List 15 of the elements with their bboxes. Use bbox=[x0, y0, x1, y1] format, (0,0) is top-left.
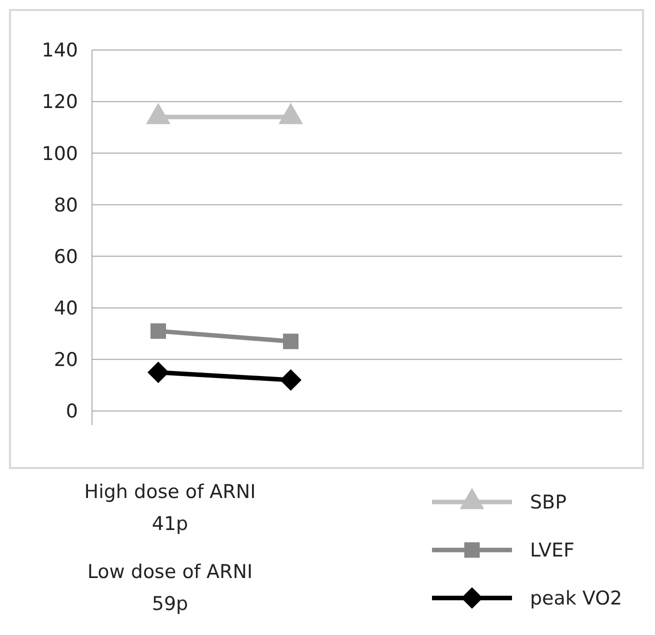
y-tick-label: 60 bbox=[54, 246, 78, 268]
text: 41p bbox=[152, 513, 188, 535]
y-tick-label: 120 bbox=[42, 91, 78, 114]
y-tick-label: 140 bbox=[42, 40, 78, 62]
text: High dose of ARNI bbox=[84, 481, 256, 503]
y-tick-label: 40 bbox=[54, 298, 78, 320]
y-tick-label: 0 bbox=[66, 400, 78, 423]
y-tick-label: 20 bbox=[54, 349, 78, 372]
legend-label: peak VO2 bbox=[530, 588, 622, 610]
y-tick-label: 80 bbox=[54, 194, 78, 216]
legend-label: LVEF bbox=[530, 540, 574, 562]
legend-label: SBP bbox=[530, 492, 567, 514]
text: Low dose of ARNI bbox=[87, 561, 253, 583]
text: 59p bbox=[152, 593, 188, 615]
y-tick-label: 100 bbox=[42, 142, 78, 165]
